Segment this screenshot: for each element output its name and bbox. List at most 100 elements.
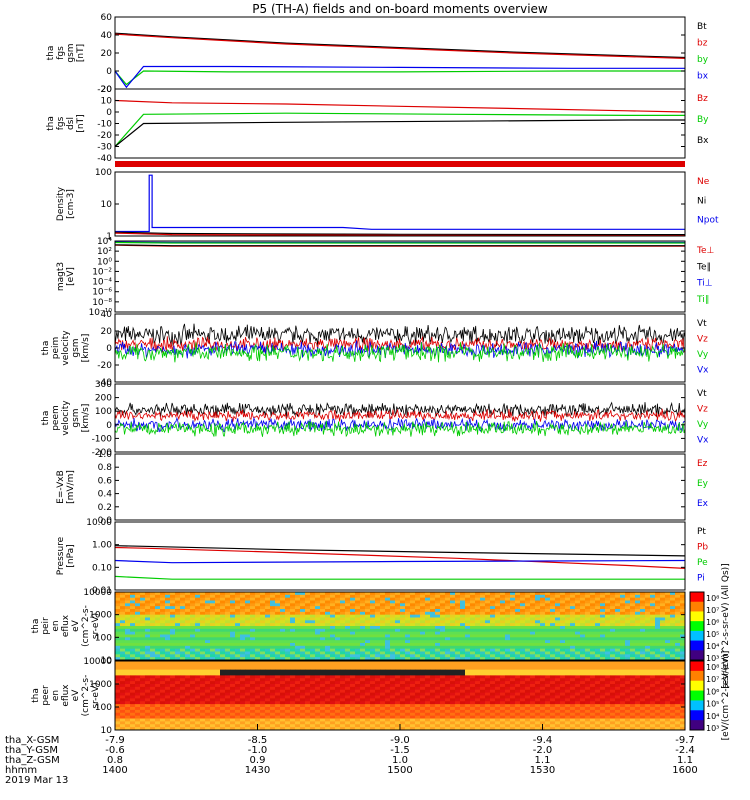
y-tick-label: 1000	[89, 611, 112, 621]
y-label-line: gsm	[71, 338, 81, 357]
panel-peer-en-eflux: 10⁸ 10⁷ 10⁶ 10⁵ 10⁴ 10³ [eV/(cm^2-s-sr-eV)] 100…	[31, 651, 731, 741]
y-label-line: Density	[56, 186, 66, 221]
y-label-line: tha	[31, 619, 41, 634]
x-row-label: tha_Z-GSM	[5, 755, 60, 766]
y-label-line: tha	[31, 688, 41, 703]
x-tick-label: -1.0	[248, 745, 268, 756]
colorbar-tick-label: 10⁷	[706, 606, 719, 615]
y-tick-label: 1.00	[92, 541, 112, 551]
x-tick-label: -8.5	[248, 735, 268, 746]
y-label-line: velocity	[61, 400, 71, 436]
legend-entry: Bx	[697, 136, 709, 146]
panel-frame	[114, 383, 686, 453]
y-tick-label: 0.6	[98, 476, 113, 486]
x-axis: -7.9-0.60.81400-8.5-1.00.91430-9.0-1.51.…	[5, 724, 698, 786]
legend-entry: Pi	[697, 574, 705, 584]
y-axis-label: Density [cm-3]	[56, 186, 76, 221]
x-row-label: tha_X-GSM	[5, 735, 59, 746]
legend-entry: bx	[697, 72, 709, 82]
colorbar-tick-label: 10³	[706, 654, 719, 663]
y-ticks: 300 200 100 0 -100 -200	[92, 380, 685, 458]
legend-entry: Vy	[697, 350, 709, 360]
y-tick-label: 0.10	[92, 563, 112, 573]
y-tick-label: 60	[101, 13, 113, 23]
x-tick-label: 1.0	[392, 755, 408, 766]
y-tick-label: 10⁻⁴	[92, 278, 112, 288]
panel-frame	[114, 240, 686, 313]
y-tick-label: 1000	[89, 680, 112, 690]
plot-lines	[114, 401, 686, 438]
y-tick-label: 0.01	[92, 586, 112, 596]
series-Ne	[114, 232, 686, 237]
y-tick-label: -20	[97, 131, 112, 141]
y-tick-label: 0.4	[98, 490, 113, 500]
y-axis-label: E=-VxB [mV/m]	[56, 470, 76, 504]
series-Vz	[114, 335, 686, 354]
legend-entry: Ne	[697, 177, 710, 187]
x-tick-label: -1.5	[390, 745, 410, 756]
y-ticks: 1.0 0.8 0.6 0.4 0.2 0.0	[98, 450, 685, 526]
colorbar-tick-label: 10⁴	[706, 642, 719, 651]
x-tick-label: 0.8	[107, 755, 123, 766]
plot-lines	[114, 174, 686, 237]
y-axis-label: tha peir en eflux eV (cm^2-s-sr-eV)	[31, 605, 101, 647]
y-label-line: en	[51, 620, 61, 631]
x-tick-label: 1400	[102, 765, 127, 776]
y-axis-label: tha fgs dsl [nT]	[46, 114, 86, 132]
x-row-label: hhmm	[5, 765, 37, 776]
y-tick-label: -20	[97, 361, 112, 371]
y-ticks: 10.00 1.00 0.10 0.01	[86, 518, 685, 596]
y-label-line: E=-VxB	[56, 470, 66, 504]
legend: Te⊥ Te∥ Ti⊥ Ti∥	[696, 246, 715, 305]
series-Npot	[115, 174, 685, 233]
y-tick-label: -40	[97, 378, 112, 388]
y-label-line: [nT]	[76, 114, 86, 132]
colorbar-segment	[690, 720, 704, 731]
colorbar-segment	[690, 592, 704, 603]
y-label-line: peir	[41, 617, 51, 635]
y-tick-label: -10	[97, 120, 112, 130]
legend-entry: bz	[697, 39, 708, 49]
y-tick-label: -30	[97, 143, 112, 153]
series-Vt	[114, 323, 686, 347]
y-tick-label: 100	[95, 703, 112, 713]
plot-lines	[114, 32, 686, 89]
y-label-line: dsl	[66, 117, 76, 130]
y-label-line: magt3	[56, 262, 66, 291]
y-label-line: velocity	[61, 330, 71, 366]
y-label-line: tha	[41, 341, 51, 356]
colorbar-tick-label: 10³	[706, 724, 719, 733]
legend-entry: Ex	[697, 499, 709, 509]
y-label-line: tha	[41, 411, 51, 426]
y-ticks: 10000 1000 100 10	[83, 657, 685, 736]
y-tick-label: 40	[101, 31, 113, 41]
colorbar-segment	[690, 670, 704, 682]
series-Te∥	[114, 244, 685, 247]
series-bz	[114, 33, 686, 59]
y-label-line: tha	[46, 116, 56, 131]
series-Vz	[114, 408, 686, 423]
legend: Bz By Bx	[697, 94, 709, 146]
y-label-line: sr-eV)	[91, 682, 101, 708]
y-tick-label: 0.8	[98, 463, 113, 473]
colorbar-tick-label: 10⁵	[706, 700, 719, 709]
y-ticks: 60 40 20 0 -20	[97, 13, 685, 95]
y-axis-label: tha peim velocity gsm [km/s]	[41, 330, 91, 366]
y-tick-label: 0	[106, 344, 112, 354]
x-tick-label: -2.0	[533, 745, 553, 756]
y-ticks: 10000 1000 100 10	[83, 588, 685, 666]
panel-efield: Ez Ey Ex 1.0 0.8 0.6 0.4 0.2 0.0 E=-VxB [mV/m]	[56, 450, 709, 526]
panel-temperature: Te⊥ Te∥ Ti⊥ Ti∥ 10⁴10²10⁰10⁻²10⁻⁴10⁻⁶10⁻⁸10⁻…	[56, 237, 715, 318]
series-Bz	[114, 99, 686, 113]
legend-entry: Pt	[697, 527, 706, 537]
y-tick-label: -100	[92, 434, 113, 444]
plot-lines	[114, 241, 685, 247]
colorbar-segment	[690, 710, 704, 721]
colorbar-tick-label: 10⁵	[706, 630, 719, 639]
panel-frame	[114, 453, 686, 521]
y-tick-label: 0	[106, 67, 112, 77]
x-tick-label: -9.4	[533, 735, 553, 746]
y-tick-label: 300	[95, 380, 112, 390]
